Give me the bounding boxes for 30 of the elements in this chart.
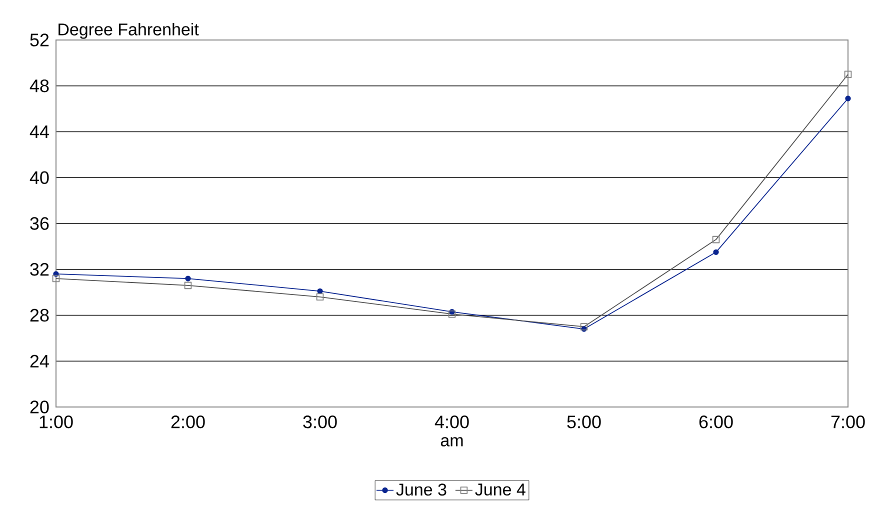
point <box>713 249 719 256</box>
point <box>52 274 60 282</box>
y-tick-label: 24 <box>30 354 49 368</box>
x-axis-title: am <box>440 437 463 446</box>
x-tick-label: 6:00 <box>699 416 733 428</box>
x-tick-label: 2:00 <box>171 416 205 428</box>
x-tick-label: 5:00 <box>567 416 601 428</box>
point <box>845 96 851 102</box>
point <box>185 276 191 282</box>
point <box>316 293 324 301</box>
y-tick-label: 32 <box>30 263 49 276</box>
point <box>844 70 852 78</box>
y-tick-label: 28 <box>30 308 49 322</box>
point <box>712 236 720 244</box>
y-tick-label: 40 <box>30 171 49 184</box>
legend-label: June 4 <box>475 484 526 496</box>
x-tick-label: 1:00 <box>40 416 73 428</box>
y-axis-title: Degree Fahrenheit <box>58 22 199 39</box>
x-tick-label: 3:00 <box>303 416 337 428</box>
x-tick-label: 4:00 <box>434 416 469 428</box>
point <box>580 323 588 330</box>
x-tick-label: 7:00 <box>831 416 865 428</box>
y-tick-label: 52 <box>30 34 49 46</box>
y-tick-label: 36 <box>30 217 49 230</box>
point <box>184 282 192 290</box>
legend-label: June 3 <box>396 484 446 496</box>
y-tick-label: 48 <box>30 80 49 92</box>
y-tick-label: 44 <box>30 126 49 138</box>
y-tick-label: 20 <box>30 400 49 414</box>
point <box>448 310 456 318</box>
